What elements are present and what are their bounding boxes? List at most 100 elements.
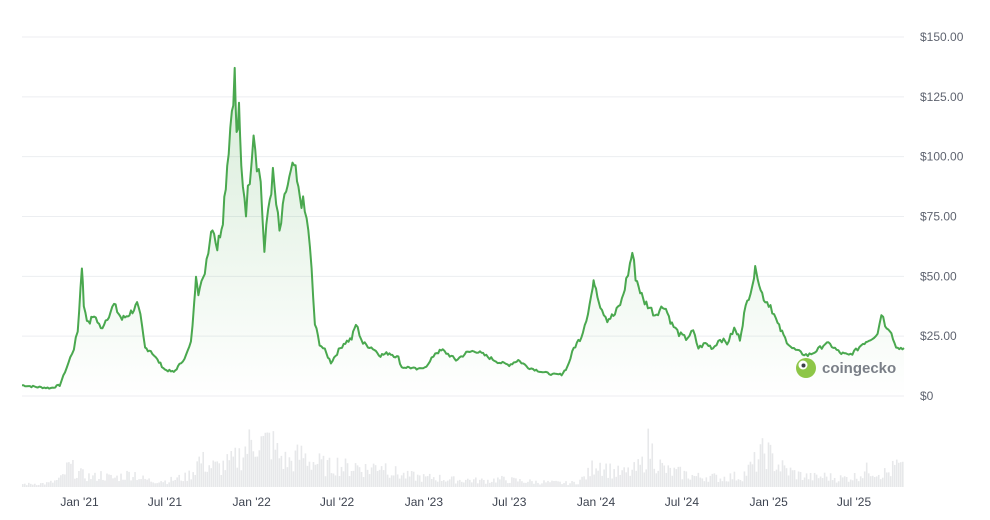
volume-bar bbox=[649, 458, 652, 487]
volume-bar bbox=[72, 459, 74, 487]
y-axis: $150.00 $125.00 $100.00 $75.00 $50.00 $25.00 $… bbox=[920, 30, 964, 403]
volume-bar bbox=[96, 480, 98, 487]
volume-bar bbox=[691, 474, 694, 487]
volume-bar bbox=[210, 468, 213, 487]
volume-bar bbox=[819, 476, 822, 487]
volume-bar bbox=[58, 477, 60, 487]
volume-bar bbox=[511, 477, 513, 487]
volume-bar bbox=[717, 482, 720, 487]
y-tick-label: $100.00 bbox=[920, 150, 964, 164]
volume-bar bbox=[382, 470, 385, 487]
volume-bar bbox=[450, 476, 453, 487]
volume-bar bbox=[585, 479, 587, 487]
volume-bar bbox=[38, 484, 40, 487]
volume-bar bbox=[342, 471, 345, 487]
volume-bar bbox=[340, 466, 343, 487]
volume-bar bbox=[138, 479, 140, 487]
volume-bar bbox=[196, 461, 198, 487]
volume-bar bbox=[573, 481, 575, 487]
volume-bar bbox=[176, 477, 178, 487]
volume-bar bbox=[348, 476, 351, 487]
volume-bar bbox=[609, 463, 611, 487]
volume-bar bbox=[228, 460, 231, 487]
volume-bar bbox=[430, 479, 433, 487]
volume-bar bbox=[410, 471, 413, 487]
volume-bar bbox=[539, 484, 541, 487]
volume-bar bbox=[116, 475, 118, 487]
volume-bar bbox=[825, 476, 828, 487]
volume-bar bbox=[352, 470, 355, 487]
volume-bar bbox=[677, 466, 680, 487]
volume-bar bbox=[475, 477, 477, 487]
volume-bar bbox=[755, 471, 758, 487]
volume-bar bbox=[807, 479, 810, 487]
volume-bar bbox=[84, 478, 86, 487]
volume-bar bbox=[62, 474, 64, 487]
volume-bar bbox=[519, 478, 521, 487]
volume-bar bbox=[268, 432, 271, 487]
volume-bar bbox=[326, 460, 329, 487]
volume-bar bbox=[761, 438, 764, 487]
volume-bar bbox=[286, 467, 289, 487]
volume-bar bbox=[36, 485, 38, 487]
volume-bar bbox=[252, 451, 255, 487]
volume-bar bbox=[56, 480, 58, 487]
volume-bar bbox=[134, 472, 136, 487]
x-tick-label: Jul '23 bbox=[492, 495, 527, 509]
volume-bar bbox=[571, 481, 573, 487]
volume-bar bbox=[244, 446, 247, 487]
volume-bar bbox=[314, 464, 317, 487]
volume-bar bbox=[362, 477, 365, 487]
volume-bar bbox=[310, 469, 313, 487]
volume-bar bbox=[234, 447, 237, 487]
volume-bar bbox=[631, 469, 633, 487]
volume-bar bbox=[793, 470, 796, 487]
volume-bar bbox=[627, 467, 629, 487]
volume-bar bbox=[567, 485, 569, 487]
volume-bar bbox=[212, 460, 215, 487]
volume-bar bbox=[372, 463, 375, 487]
volume-bar bbox=[374, 465, 377, 487]
volume-bar bbox=[495, 482, 497, 487]
volume-bar bbox=[394, 466, 397, 487]
volume-bar bbox=[230, 451, 233, 487]
volume-bar bbox=[535, 480, 537, 487]
volume-bar bbox=[661, 462, 664, 487]
volume-bar bbox=[88, 473, 90, 487]
volume-bar bbox=[356, 465, 359, 487]
volume-bar bbox=[100, 471, 102, 487]
volume-bar bbox=[106, 473, 108, 487]
volume-bar bbox=[729, 473, 732, 487]
volume-bar bbox=[613, 469, 615, 487]
volume-bar bbox=[515, 478, 517, 487]
volume-bar bbox=[789, 467, 792, 487]
volume-bar bbox=[368, 474, 371, 487]
volume-bar bbox=[589, 476, 591, 487]
volume-bar bbox=[180, 480, 182, 487]
volume-bar bbox=[487, 479, 489, 487]
volume-bar bbox=[118, 481, 120, 487]
volume-bar bbox=[104, 480, 106, 487]
y-tick-label: $150.00 bbox=[920, 30, 964, 44]
x-tick-label: Jan '21 bbox=[60, 495, 99, 509]
volume-bar bbox=[759, 444, 762, 487]
volume-bar bbox=[168, 482, 170, 487]
volume-bar bbox=[902, 461, 904, 487]
volume-bar bbox=[400, 475, 403, 487]
volume-bar bbox=[90, 479, 92, 487]
volume-bar bbox=[575, 484, 577, 487]
volume-bar bbox=[178, 474, 180, 487]
volume-bar bbox=[156, 483, 158, 487]
volume-bar bbox=[418, 475, 421, 487]
y-tick-label: $125.00 bbox=[920, 90, 964, 104]
volume-bars bbox=[22, 428, 904, 487]
volume-bar bbox=[48, 482, 50, 487]
volume-bar bbox=[619, 474, 621, 487]
volume-bar bbox=[366, 469, 369, 487]
volume-bar bbox=[523, 482, 525, 487]
volume-bar bbox=[226, 454, 229, 487]
volume-bar bbox=[555, 480, 557, 487]
volume-bar bbox=[436, 481, 439, 487]
volume-bar bbox=[687, 478, 690, 487]
volume-bar bbox=[266, 432, 269, 487]
